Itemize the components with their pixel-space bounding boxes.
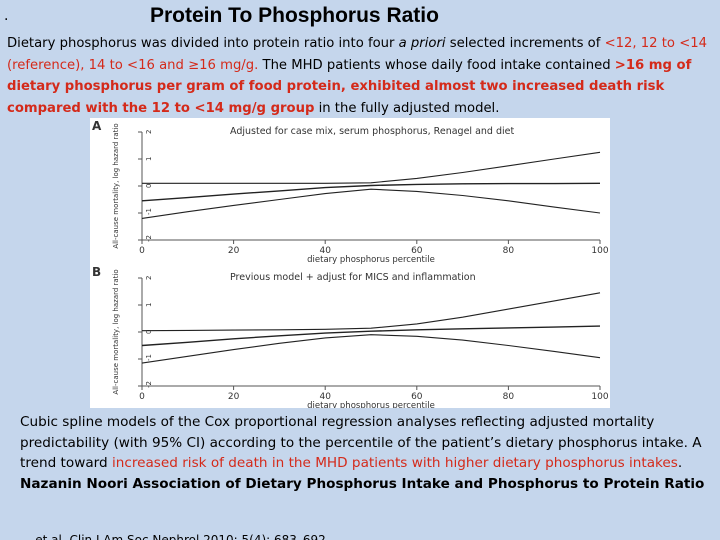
spline-figure: A Adjusted for case mix, serum phosphorus…: [90, 118, 610, 408]
panel-b-line-estimate: [141, 325, 601, 347]
panel-a-ytick-label: 2: [145, 130, 153, 134]
panel-b-ytick-label: 1: [145, 303, 153, 307]
panel-b-xtick-label: 80: [503, 392, 515, 402]
panel-b-title: Previous model + adjust for MICS and inf…: [230, 272, 476, 283]
figure-caption: Cubic spline models of the Cox proportio…: [20, 412, 710, 494]
panel-a-title: Adjusted for case mix, serum phosphorus,…: [230, 126, 514, 137]
panel-b-line-upper: [141, 292, 601, 332]
panel-a-line-estimate: [141, 182, 601, 202]
intro-paragraph: Dietary phosphorus was divided into prot…: [7, 33, 715, 119]
panel-b-label: B: [92, 265, 101, 279]
panel-b-ytick-label: 0: [145, 330, 153, 334]
panel-b-ytick-label: -1: [145, 354, 153, 361]
panel-b-xtick-label: 100: [591, 392, 608, 402]
caption-text-2: .: [677, 455, 683, 472]
panel-a-xtick-label: 20: [228, 246, 240, 256]
panel-a-ylabel: All-cause mortality, log hazard ratio: [112, 123, 120, 248]
slide-title: Protein To Phosphorus Ratio: [150, 4, 439, 27]
panel-a-ytick-label: 0: [145, 184, 153, 188]
panel-b-xlabel: dietary phosphorus percentile: [307, 401, 435, 408]
intro-text-3: The MHD patients whose daily food intake…: [258, 57, 615, 73]
panel-b-xtick-label: 20: [228, 392, 240, 402]
panel-a-ytick-label: 1: [145, 157, 153, 161]
intro-text-1: Dietary phosphorus was divided into prot…: [7, 36, 399, 51]
panel-b-xtick-label: 40: [319, 392, 331, 402]
panel-a-xtick-label: 100: [591, 246, 608, 256]
panel-b-ytick-label: 2: [145, 276, 153, 280]
intro-finding: >16 mg of dietary phosphorus per gram of…: [7, 57, 692, 116]
panel-a-ytick-label: -1: [145, 208, 153, 215]
panel-a-xtick-label: 40: [319, 246, 331, 256]
bullet-marker: ·: [4, 12, 9, 28]
panel-b-xtick-label: 0: [139, 392, 145, 402]
intro-italic: a priori: [398, 36, 446, 51]
panel-a-line-lower: [141, 188, 601, 219]
panel-a-ytick-label: -2: [145, 235, 153, 242]
panel-a-xlabel: dietary phosphorus percentile: [307, 255, 435, 265]
caption-citation: Nazanin Noori Association of Dietary Pho…: [20, 475, 705, 492]
panel-a-xtick-label: 80: [503, 246, 515, 256]
panel-b-ylabel: All-cause mortality, log hazard ratio: [112, 269, 120, 394]
panel-b-line-lower: [141, 334, 601, 364]
panel-b-xtick-label: 60: [411, 392, 423, 402]
caption-highlight: increased risk of death in the MHD patie…: [111, 455, 678, 472]
panel-a-xtick-label: 60: [411, 246, 423, 256]
intro-text-4: in the fully adjusted model.: [314, 100, 500, 116]
intro-text-2: selected increments of: [445, 36, 605, 51]
panel-a-label: A: [92, 119, 102, 133]
spline-figure-svg: A Adjusted for case mix, serum phosphorus…: [92, 119, 609, 408]
caption-text-1: Cubic spline models of the Cox proportio…: [20, 414, 702, 472]
footer-partial-citation: ... et al. Clin J Am Soc Nephrol 2010; 5…: [20, 533, 326, 540]
intro-increments: <12, 12 to <14 (reference), 14 to <16 an…: [7, 36, 708, 73]
panel-a-xtick-label: 0: [139, 246, 145, 256]
panel-a-line-upper: [142, 151, 601, 184]
panel-b-ytick-label: -2: [145, 381, 153, 388]
